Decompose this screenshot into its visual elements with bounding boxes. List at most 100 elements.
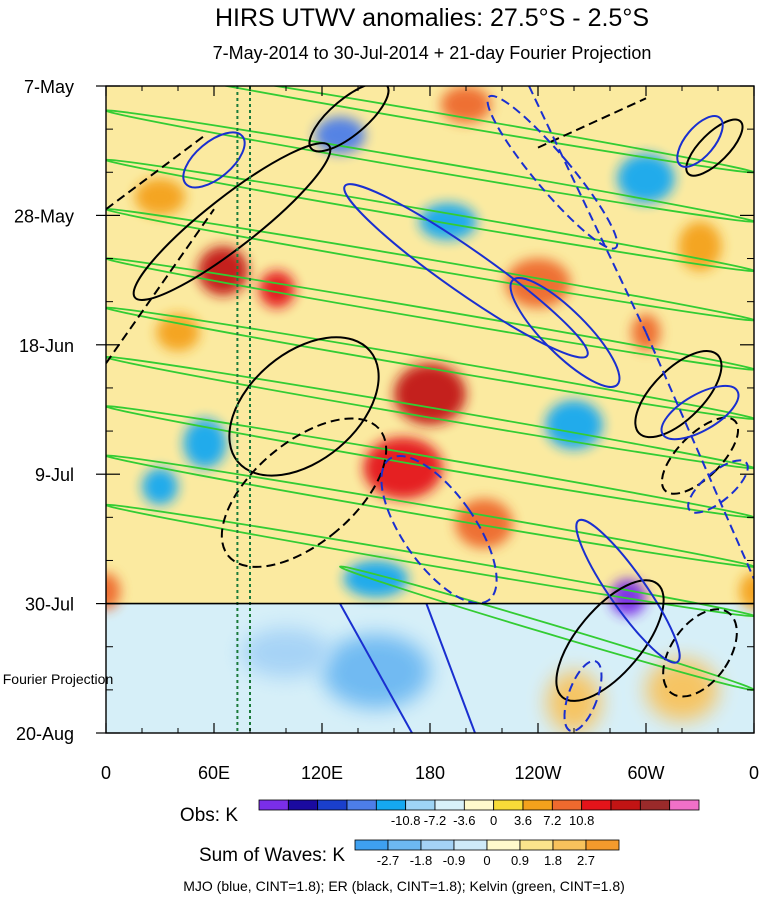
x-tick-label: 120W bbox=[514, 763, 561, 783]
obs-colorbar-swatch bbox=[493, 799, 524, 811]
y-tick-label: 9-Jul bbox=[35, 465, 74, 485]
obs-colorbar-label: -7.2 bbox=[424, 813, 446, 828]
x-tick-label: 120E bbox=[301, 763, 343, 783]
er-contour-line bbox=[106, 208, 215, 364]
mjo-contour bbox=[486, 94, 619, 250]
anomaly-blob bbox=[142, 468, 178, 506]
obs-colorbar-swatch bbox=[258, 799, 289, 811]
anomaly-blob bbox=[547, 671, 601, 733]
waves-colorbar-swatch bbox=[420, 839, 455, 851]
er-contour bbox=[662, 608, 738, 698]
obs-colorbar-swatch bbox=[317, 799, 348, 811]
x-tick-label: 60W bbox=[627, 763, 664, 783]
y-tick-label: 20-Aug bbox=[16, 724, 74, 744]
plot-area bbox=[106, 86, 754, 733]
waves-colorbar-label: -2.7 bbox=[377, 853, 399, 868]
obs-colorbar-swatch bbox=[522, 799, 553, 811]
er-contour bbox=[634, 350, 723, 439]
obs-colorbar-label: -10.8 bbox=[391, 813, 421, 828]
y-tick-label: 28-May bbox=[14, 206, 74, 226]
anomaly-blob bbox=[322, 634, 430, 709]
y-tick-label: 7-May bbox=[24, 77, 74, 97]
projection-label: Fourier Projection bbox=[3, 671, 114, 687]
anomaly-blob bbox=[646, 659, 718, 721]
x-tick-label: 180 bbox=[415, 763, 445, 783]
anomaly-blob bbox=[394, 363, 466, 425]
er-contour-line bbox=[537, 97, 647, 149]
obs-colorbar-swatch bbox=[346, 799, 377, 811]
chart-subtitle: 7-May-2014 to 30-Jul-2014 + 21-day Fouri… bbox=[213, 43, 652, 63]
mjo-contour-line bbox=[645, 332, 754, 580]
anomaly-blob bbox=[739, 572, 754, 610]
anomaly-blob bbox=[455, 498, 513, 549]
er-layer bbox=[106, 86, 744, 702]
mjo-layer bbox=[182, 86, 754, 733]
chart-title: HIRS UTWV anomalies: 27.5°S - 2.5°S bbox=[215, 4, 649, 32]
x-tick-label: 60E bbox=[198, 763, 230, 783]
kelvin-contour bbox=[106, 86, 754, 174]
kelvin-contour bbox=[106, 454, 754, 568]
mjo-contour-line bbox=[528, 86, 647, 333]
contour-legend: MJO (blue, CINT=1.8); ER (black, CINT=1.… bbox=[183, 878, 625, 894]
obs-colorbar-swatch bbox=[551, 799, 583, 811]
anomaly-blob bbox=[259, 270, 295, 308]
obs-colorbar-label: 7.2 bbox=[543, 813, 561, 828]
anomaly-blob bbox=[241, 628, 331, 678]
projection-background bbox=[106, 604, 754, 733]
anomaly-blob bbox=[678, 221, 722, 271]
waves-colorbar-label: -0.9 bbox=[443, 853, 465, 868]
mjo-contour bbox=[182, 131, 246, 189]
obs-colorbar-swatch bbox=[375, 799, 407, 811]
anomaly-blob bbox=[617, 153, 675, 204]
waves-colorbar-swatch bbox=[585, 839, 620, 851]
waves-colorbar-swatch bbox=[453, 839, 488, 851]
waves-colorbar: Sum of Waves: K -2.7 -1.8 -0.9 0 0.9 1.8 2.7 bbox=[199, 839, 620, 868]
waves-colorbar-swatch bbox=[387, 839, 422, 851]
anomaly-blob bbox=[156, 313, 200, 351]
kelvin-contour bbox=[339, 565, 754, 691]
obs-colorbar-swatch bbox=[581, 799, 612, 811]
obs-colorbar-swatch bbox=[434, 799, 465, 811]
obs-colorbar-swatch bbox=[287, 799, 319, 811]
obs-colorbar-swatch bbox=[405, 799, 436, 811]
y-tick-label: 18-Jun bbox=[19, 336, 74, 356]
waves-colorbar-label: 2.7 bbox=[577, 853, 595, 868]
anomaly-blob bbox=[440, 86, 492, 123]
er-contour bbox=[555, 579, 665, 702]
anomaly-blob bbox=[363, 437, 443, 499]
anomaly-layer bbox=[106, 86, 754, 733]
mjo-contour bbox=[575, 518, 681, 664]
obs-colorbar-label: -3.6 bbox=[453, 813, 475, 828]
kelvin-contour bbox=[106, 109, 754, 223]
waves-colorbar-swatch bbox=[354, 839, 389, 851]
er-contour bbox=[220, 417, 388, 568]
waves-colorbar-label: -1.8 bbox=[410, 853, 432, 868]
kelvin-contour bbox=[106, 306, 754, 420]
mjo-contour bbox=[676, 115, 724, 168]
anomaly-blob bbox=[134, 178, 186, 216]
obs-colorbar-label: 3.6 bbox=[514, 813, 532, 828]
mjo-contour bbox=[380, 455, 498, 605]
kelvin-contour bbox=[106, 503, 754, 618]
mjo-contour-line bbox=[425, 603, 476, 733]
waves-colorbar-title: Sum of Waves: K bbox=[199, 845, 345, 866]
kelvin-contour bbox=[106, 208, 754, 322]
anomaly-blob bbox=[106, 572, 121, 610]
waves-colorbar-swatch bbox=[552, 839, 587, 851]
anomaly-blob bbox=[343, 560, 409, 598]
obs-colorbar-swatch bbox=[610, 799, 641, 811]
er-contour bbox=[132, 142, 332, 301]
er-contour bbox=[308, 86, 390, 153]
obs-colorbar-label: 10.8 bbox=[569, 813, 594, 828]
obs-colorbar-swatch bbox=[669, 799, 700, 811]
obs-colorbar-swatch bbox=[463, 799, 495, 811]
waves-colorbar-label: 1.8 bbox=[544, 853, 562, 868]
obs-colorbar: Obs: K -10.8 -7.2 -3.6 0 3.6 7.2 10.8 bbox=[180, 799, 700, 828]
obs-colorbar-title: Obs: K bbox=[180, 805, 238, 826]
er-contour-line bbox=[106, 134, 206, 211]
mjo-contour bbox=[660, 384, 740, 441]
y-tick-label: 30-Jul bbox=[25, 595, 74, 615]
waves-colorbar-swatch bbox=[486, 839, 521, 851]
anomaly-blob bbox=[197, 246, 249, 296]
mjo-contour bbox=[343, 183, 589, 359]
